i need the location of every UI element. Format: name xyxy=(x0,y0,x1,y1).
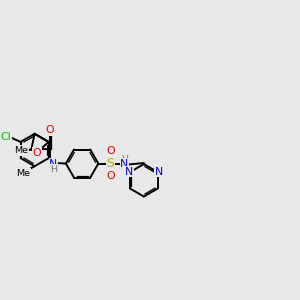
Text: Me: Me xyxy=(14,146,28,155)
Text: H: H xyxy=(121,155,128,164)
Text: N: N xyxy=(155,167,163,177)
Text: N: N xyxy=(124,167,133,177)
Text: N: N xyxy=(49,159,58,169)
Text: N: N xyxy=(120,159,129,169)
Text: Me: Me xyxy=(16,169,30,178)
Text: O: O xyxy=(106,171,115,182)
Text: O: O xyxy=(106,146,115,156)
Text: O: O xyxy=(45,125,54,135)
Text: O: O xyxy=(32,148,41,158)
Text: S: S xyxy=(106,157,114,170)
Text: H: H xyxy=(50,165,57,174)
Text: Cl: Cl xyxy=(1,132,11,142)
